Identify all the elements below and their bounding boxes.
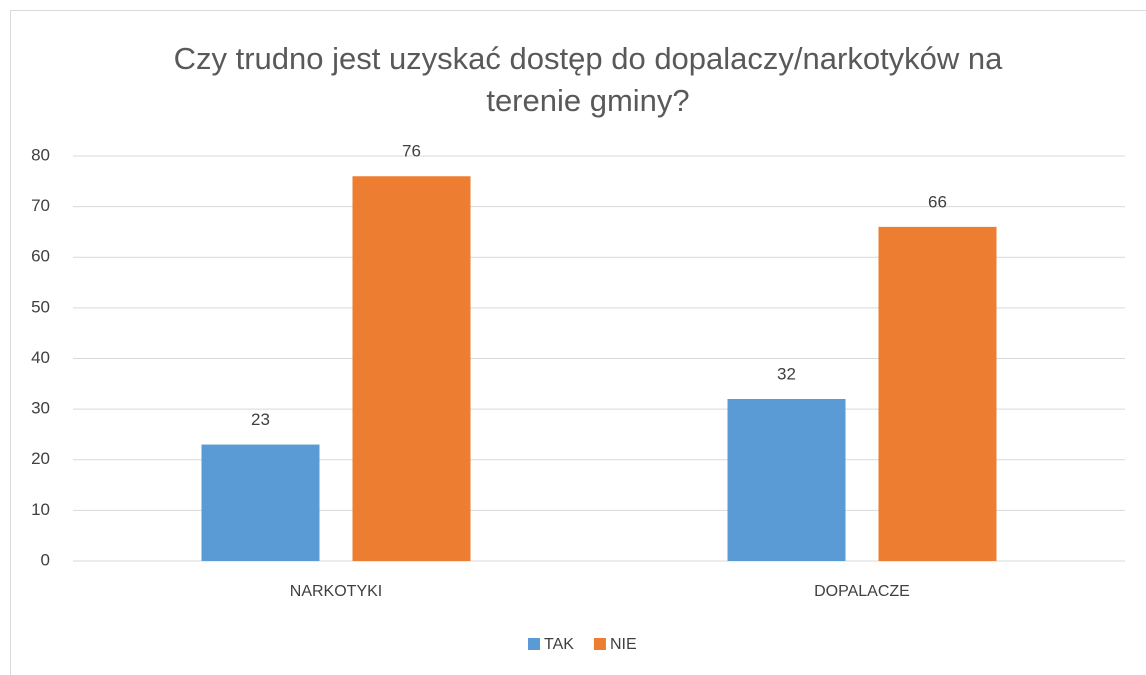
bar	[201, 444, 320, 561]
chart-title: Czy trudno jest uzyskać dostęp do dopala…	[173, 41, 1003, 118]
y-tick-label: 60	[31, 247, 50, 266]
y-tick-label: 20	[31, 449, 50, 468]
y-tick-label: 10	[31, 500, 50, 519]
y-tick-label: 70	[31, 196, 50, 215]
legend-swatch	[593, 638, 606, 650]
bar	[727, 399, 846, 561]
data-label: 66	[928, 192, 947, 211]
data-label: 76	[402, 142, 421, 161]
chart-frame	[10, 10, 1146, 675]
legend-swatch	[528, 638, 540, 650]
y-tick-label: 0	[41, 550, 50, 569]
legend-label: NIE	[610, 636, 637, 653]
bar	[878, 226, 997, 561]
y-tick-label: 40	[31, 348, 50, 367]
legend-label: TAK	[544, 636, 574, 653]
y-tick-label: 50	[31, 297, 50, 316]
x-tick-label: DOPALACZE	[814, 583, 910, 600]
data-label: 23	[251, 410, 270, 429]
data-label: 32	[777, 364, 796, 383]
y-tick-label: 30	[31, 399, 50, 418]
x-tick-label: NARKOTYKI	[290, 583, 382, 600]
bar	[352, 176, 471, 561]
y-tick-label: 80	[31, 145, 50, 164]
